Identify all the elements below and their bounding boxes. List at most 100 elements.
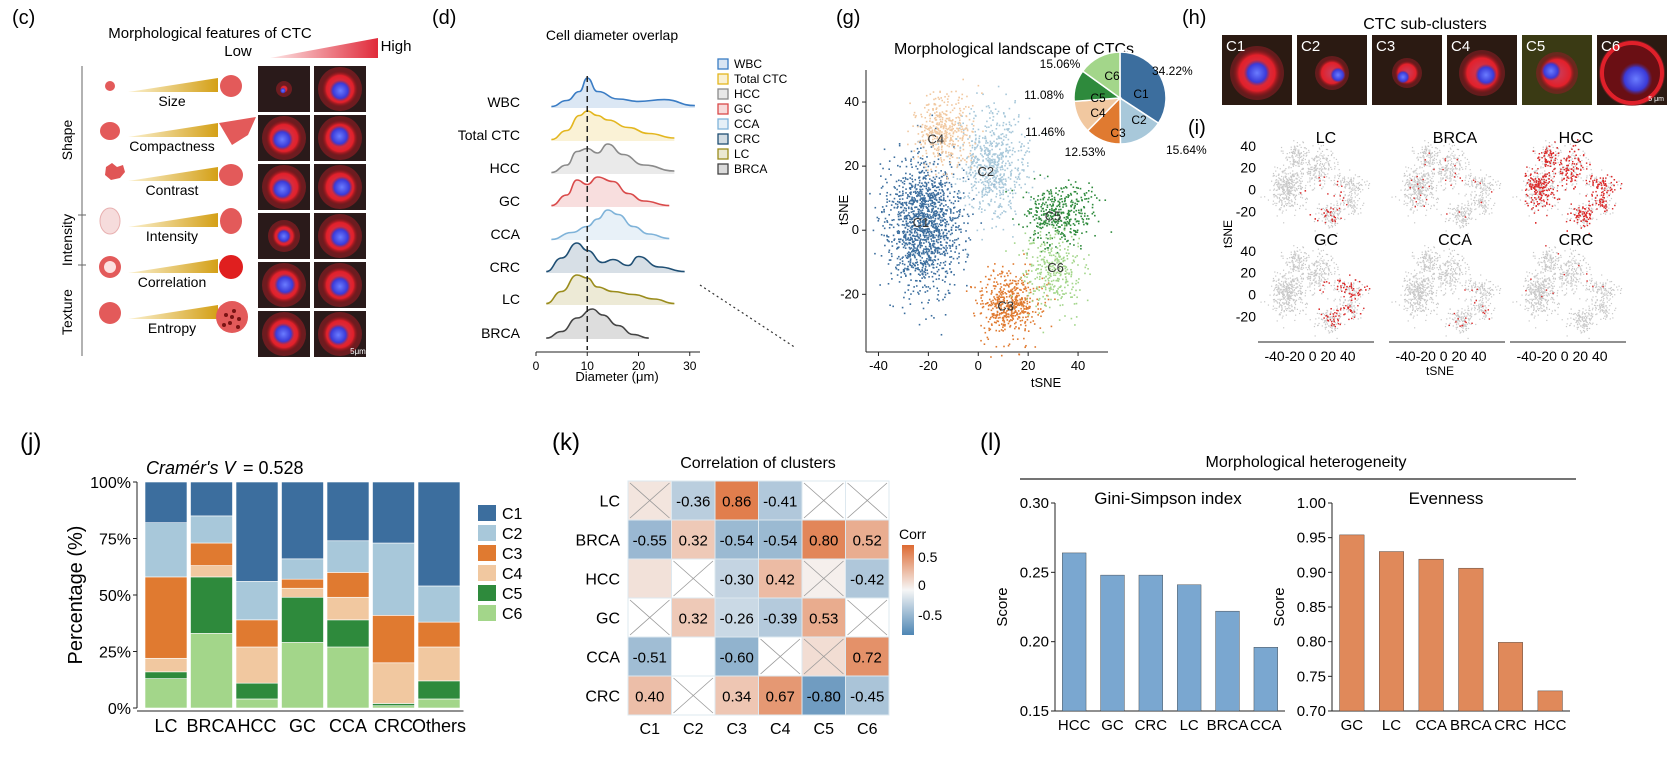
cluster-point (951, 119, 954, 122)
cluster-point (1010, 297, 1013, 300)
cluster-point (1092, 211, 1095, 214)
cluster-point (923, 248, 925, 250)
background-point (1293, 161, 1295, 163)
cluster-point (916, 215, 919, 218)
cluster-point (1094, 194, 1096, 197)
background-point (1279, 199, 1282, 201)
cluster-point (1012, 218, 1014, 220)
cluster-point (1025, 344, 1027, 347)
group-label-texture: Texture (59, 289, 75, 335)
cluster-point (909, 183, 912, 185)
background-point (1286, 187, 1289, 190)
cluster-point (1027, 273, 1030, 275)
cluster-point (938, 122, 941, 124)
cluster-point (1000, 156, 1003, 159)
background-point (1348, 183, 1350, 185)
cluster-point (932, 216, 934, 218)
background-point (1273, 184, 1275, 187)
background-point (1338, 175, 1340, 178)
cluster-point (939, 204, 942, 207)
cluster-point (919, 274, 921, 276)
cluster-point (944, 171, 947, 173)
cluster-point (950, 138, 952, 141)
cluster-point (1062, 206, 1064, 208)
cluster-point (997, 215, 999, 218)
background-point (1295, 209, 1297, 211)
low-high-gradient-wedge (270, 38, 378, 58)
cluster-point (1019, 320, 1022, 322)
cluster-point (1032, 264, 1035, 267)
cluster-point (1026, 276, 1028, 279)
background-point (1320, 183, 1322, 185)
cluster-point (913, 254, 916, 257)
cluster-point (1000, 323, 1003, 325)
background-point (1310, 168, 1312, 170)
cluster-point (908, 246, 911, 249)
cluster-point (1007, 284, 1010, 287)
background-point (1283, 198, 1285, 200)
background-point (1277, 183, 1280, 185)
cluster-point (934, 273, 937, 275)
cluster-point (1009, 326, 1011, 328)
background-point (1288, 184, 1291, 186)
background-point (1322, 207, 1324, 210)
cluster-point (932, 153, 935, 155)
background-point (1278, 188, 1281, 190)
background-point (1291, 154, 1294, 157)
cluster-point (979, 290, 981, 293)
cluster-point (1081, 217, 1084, 220)
background-point (1279, 193, 1281, 195)
cluster-point (968, 142, 971, 144)
background-point (1291, 184, 1294, 186)
cluster-point (896, 257, 899, 260)
cluster-point (1010, 315, 1013, 318)
cluster-point (932, 226, 934, 228)
cluster-point (1091, 186, 1094, 189)
cluster-point (914, 251, 917, 254)
cluster-point (1082, 218, 1085, 221)
background-point (1337, 204, 1339, 207)
cluster-point (1005, 293, 1008, 295)
cluster-point (948, 145, 950, 148)
background-point (1290, 167, 1292, 169)
cluster-point (937, 241, 939, 244)
cluster-point (935, 111, 938, 113)
cluster-points-c3 (965, 253, 1056, 358)
background-point (1344, 178, 1346, 181)
cluster-point (955, 138, 957, 140)
cluster-point (999, 174, 1001, 177)
cluster-point (937, 193, 940, 196)
cluster-point (982, 166, 984, 168)
cluster-point (1034, 200, 1037, 203)
cluster-point (1094, 234, 1096, 237)
cluster-point (917, 267, 919, 269)
cluster-point (1002, 168, 1004, 171)
cluster-point (1021, 302, 1023, 305)
cluster-point (1061, 191, 1064, 193)
cluster-point (1041, 223, 1043, 225)
cluster-point (909, 239, 911, 241)
background-point (1352, 207, 1355, 209)
cluster-point (939, 192, 942, 194)
cluster-point (999, 205, 1002, 207)
cluster-point (1029, 263, 1031, 266)
cluster-point (940, 181, 942, 184)
cluster-point (1061, 269, 1063, 272)
cluster-point (940, 125, 942, 128)
cluster-point (900, 206, 903, 209)
cluster-point (945, 234, 948, 237)
cluster-point (1058, 208, 1060, 211)
cluster-point (1045, 305, 1047, 307)
cluster-point (946, 128, 949, 131)
cluster-point (918, 179, 921, 182)
cluster-point (1081, 232, 1083, 235)
cluster-point (969, 149, 972, 152)
background-point (1323, 216, 1325, 219)
cluster-point (1034, 214, 1036, 216)
background-point (1278, 174, 1280, 176)
cluster-point (1030, 265, 1033, 267)
cluster-point (921, 188, 924, 191)
cluster-point (1062, 269, 1064, 271)
cluster-point (940, 203, 943, 205)
cluster-point (1075, 289, 1077, 292)
